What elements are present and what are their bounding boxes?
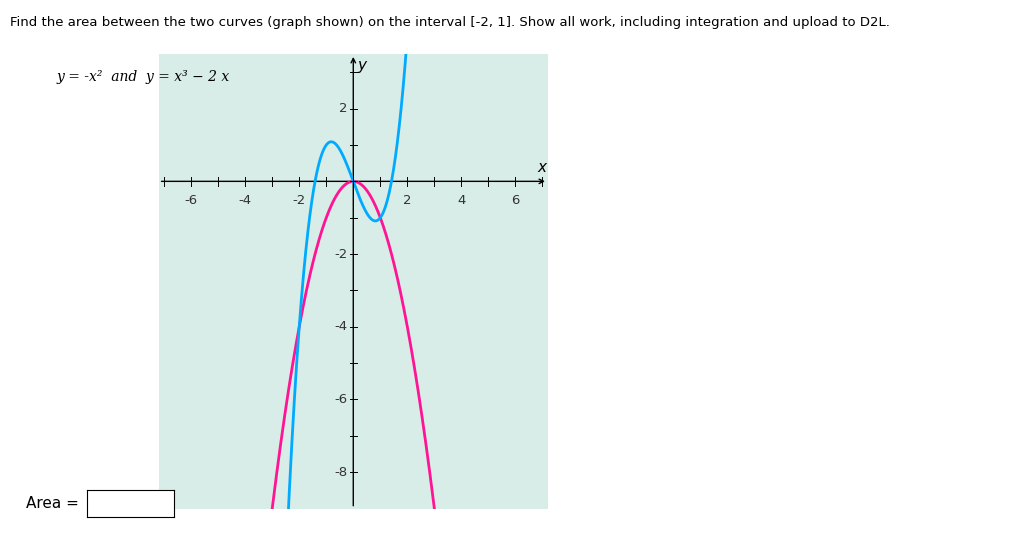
Text: -2: -2	[334, 248, 347, 261]
Text: 4: 4	[457, 194, 466, 207]
Text: 2: 2	[403, 194, 412, 207]
Text: -8: -8	[334, 466, 347, 479]
Text: x: x	[538, 160, 547, 175]
Text: -6: -6	[334, 393, 347, 406]
Text: -4: -4	[239, 194, 252, 207]
Text: 6: 6	[511, 194, 519, 207]
Text: -2: -2	[293, 194, 306, 207]
Text: 2: 2	[339, 102, 347, 115]
Text: -6: -6	[184, 194, 198, 207]
Text: y: y	[357, 58, 367, 72]
Text: -4: -4	[334, 320, 347, 333]
Text: Find the area between the two curves (graph shown) on the interval [-2, 1]. Show: Find the area between the two curves (gr…	[10, 16, 890, 29]
Text: y = -x²  and  y = x³ − 2 x: y = -x² and y = x³ − 2 x	[56, 70, 229, 84]
Text: Area =: Area =	[26, 496, 79, 511]
